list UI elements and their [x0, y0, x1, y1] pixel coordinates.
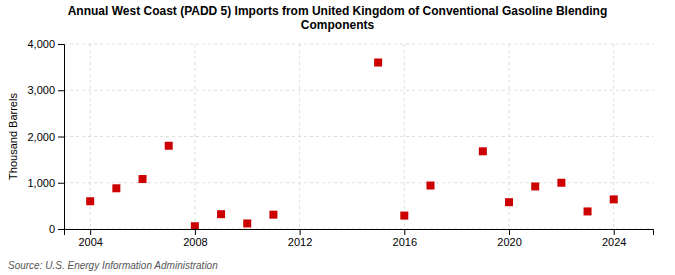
point	[479, 147, 487, 155]
point	[191, 222, 199, 229]
point	[505, 198, 513, 206]
tick-mark	[300, 229, 301, 235]
chart: 2004 2008 2012 2016 2020 2024 0 1,000 2,000 3,000…	[0, 0, 675, 275]
tick: 1,000	[27, 177, 64, 189]
point	[584, 207, 592, 215]
tick: 2016	[393, 229, 417, 248]
tick: 2024	[602, 229, 626, 248]
tick-mark	[58, 44, 64, 45]
point	[557, 179, 565, 187]
grid-line	[194, 44, 195, 229]
tick-label: 2024	[602, 236, 626, 248]
tick-label: 2016	[393, 236, 417, 248]
grid-line	[64, 90, 653, 91]
point	[86, 197, 94, 205]
tick: 2020	[497, 229, 521, 248]
x-axis: 2004 2008 2012 2016 2020 2024	[65, 229, 654, 248]
y-axis: 0 1,000 2,000 3,000 4,000	[27, 38, 64, 235]
tick-label: 0	[49, 223, 55, 235]
tick-label: 4,000	[27, 38, 55, 50]
tick-label: 2008	[183, 236, 207, 248]
tick-mark	[404, 229, 405, 235]
grid-line	[64, 136, 653, 137]
tick-mark	[614, 229, 615, 235]
grid	[64, 44, 653, 229]
tick-label: 2,000	[27, 131, 55, 143]
tick: 2008	[183, 229, 207, 248]
axis-line	[65, 230, 654, 236]
points	[86, 59, 618, 230]
tick-mark	[58, 90, 64, 91]
point	[610, 195, 618, 203]
tick: 4,000	[27, 38, 64, 50]
tick-mark	[58, 137, 64, 138]
tick-label: 3,000	[27, 84, 55, 96]
point	[243, 219, 251, 227]
point	[531, 182, 539, 190]
point	[112, 184, 120, 192]
title: Annual West Coast (PADD 5) Imports from …	[68, 4, 608, 32]
point	[139, 175, 147, 183]
grid-line	[64, 44, 653, 45]
source-note: Source: U.S. Energy Information Administ…	[8, 260, 218, 271]
point	[374, 59, 382, 67]
point	[165, 142, 173, 150]
tick: 2004	[78, 229, 102, 248]
grid-line	[404, 44, 405, 229]
tick-mark	[58, 183, 64, 184]
point	[426, 182, 434, 190]
tick: 2,000	[27, 131, 64, 143]
tick-label: 2004	[78, 236, 102, 248]
tick: 0	[49, 223, 64, 235]
tick-mark	[509, 229, 510, 235]
tick: 3,000	[27, 84, 64, 96]
tick-label: 1,000	[27, 177, 55, 189]
point	[269, 211, 277, 219]
axis-line	[58, 45, 65, 230]
y-axis-title: Thousand Barrels	[7, 93, 19, 180]
grid-line	[299, 44, 300, 229]
tick-mark	[58, 229, 64, 230]
plot-area: 2004 2008 2012 2016 2020 2024 0 1,000 2,000 3,000…	[27, 38, 653, 248]
tick-label: 2012	[288, 236, 312, 248]
tick: 2012	[288, 229, 312, 248]
tick-label: 2020	[497, 236, 521, 248]
tick-mark	[195, 229, 196, 235]
tick-mark	[90, 229, 91, 235]
point	[217, 210, 225, 218]
point	[400, 212, 408, 220]
